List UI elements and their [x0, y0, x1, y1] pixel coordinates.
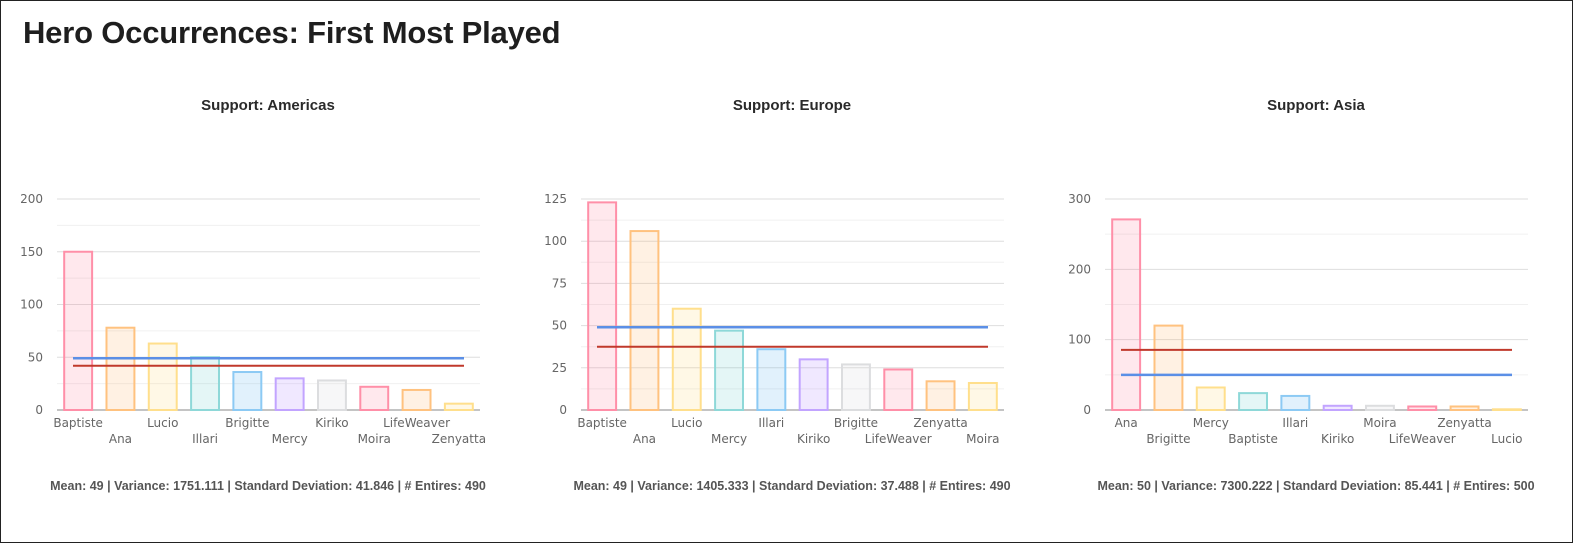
bar [629, 230, 660, 411]
chart-europe: 0 25 50 75 100 125 Baptiste Ana Lucio Mercy Illari… [544, 192, 1004, 446]
x-tick-label: Baptiste [577, 416, 627, 430]
x-tick-label: Brigitte [834, 416, 878, 430]
bar [105, 326, 136, 412]
bar [1407, 405, 1438, 412]
y-tick-label: 0 [1083, 403, 1091, 417]
y-tick-label: 200 [20, 192, 43, 206]
bar [1491, 408, 1522, 411]
bar [756, 348, 787, 411]
bar [925, 380, 956, 411]
y-tick-label: 75 [552, 276, 567, 290]
x-tick-label: Lucio [671, 416, 702, 430]
y-tick-label: 100 [20, 298, 43, 312]
x-tick-label: Zenyatta [1437, 416, 1491, 430]
bar [587, 201, 618, 411]
y-tick-label: 0 [559, 403, 567, 417]
x-tick-label: Ana [633, 432, 656, 446]
x-tick-label: Lucio [1491, 432, 1522, 446]
x-tick-label: Kiriko [797, 432, 830, 446]
bar [359, 385, 390, 412]
bar [714, 329, 745, 411]
bar [316, 379, 347, 411]
y-tick-label: 125 [544, 192, 567, 206]
chart-panel-europe: Support: Europe 0 25 50 75 100 125 Baptiste Ana… [537, 91, 1047, 511]
bar [63, 250, 94, 411]
bar [1195, 386, 1226, 412]
x-tick-label: Illari [192, 432, 218, 446]
bar [1449, 405, 1480, 412]
x-tick-label: Zenyatta [913, 416, 967, 430]
x-tick-label: Mercy [272, 432, 308, 446]
bar [967, 381, 998, 412]
x-tick-label: Kiriko [1321, 432, 1354, 446]
x-tick-label: Brigitte [1146, 432, 1190, 446]
x-tick-label: Zenyatta [432, 432, 486, 446]
y-tick-label: 50 [552, 319, 567, 333]
x-tick-label: Illari [1282, 416, 1308, 430]
chart-americas: 0 50 100 150 200 Baptiste Ana Lucio Illari Brigit… [20, 192, 486, 446]
x-tick-label: Moira [358, 432, 391, 446]
bar [1111, 218, 1142, 411]
chart-stats: Mean: 50 | Variance: 7300.222 | Standard… [1097, 479, 1535, 493]
x-tick-label: Mercy [711, 432, 747, 446]
y-tick-label: 25 [552, 361, 567, 375]
chart-stats: Mean: 49 | Variance: 1405.333 | Standard… [573, 479, 1011, 493]
y-tick-label: 100 [1068, 333, 1091, 347]
bar [1238, 392, 1269, 411]
y-tick-label: 200 [1068, 262, 1091, 276]
chart-title: Support: Asia [1267, 97, 1365, 114]
x-tick-label: Ana [109, 432, 132, 446]
x-tick-label: Lucio [147, 416, 178, 430]
x-tick-label: Mercy [1193, 416, 1229, 430]
bar [1322, 404, 1353, 411]
x-tick-label: LifeWeaver [383, 416, 450, 430]
bar [1153, 324, 1184, 412]
x-tick-label: Moira [966, 432, 999, 446]
chart-panel-asia: Support: Asia 0 100 200 300 Ana Brigitte Mercy… [1061, 91, 1571, 511]
x-tick-label: LifeWeaver [865, 432, 932, 446]
chart-panel-americas: Support: Americas 0 50 100 150 200 Baptiste An… [13, 91, 523, 511]
y-tick-label: 100 [544, 234, 567, 248]
bar [232, 371, 263, 411]
chart-stats: Mean: 49 | Variance: 1751.111 | Standard… [50, 479, 486, 493]
x-tick-label: Baptiste [1228, 432, 1278, 446]
bar [798, 358, 829, 411]
x-tick-label: Illari [758, 416, 784, 430]
x-tick-label: Brigitte [225, 416, 269, 430]
bar [443, 402, 474, 412]
y-tick-label: 0 [35, 403, 43, 417]
y-tick-label: 50 [28, 350, 43, 364]
bar [1364, 404, 1395, 411]
bar [1280, 394, 1311, 411]
x-tick-label: Baptiste [53, 416, 103, 430]
y-tick-label: 150 [20, 245, 43, 259]
chart-title: Support: Americas [201, 97, 335, 114]
bar [840, 363, 871, 412]
x-tick-label: Moira [1363, 416, 1396, 430]
chart-title: Support: Europe [732, 97, 852, 114]
x-tick-label: LifeWeaver [1389, 432, 1456, 446]
bar [671, 307, 702, 411]
bar [274, 377, 305, 412]
x-tick-label: Kiriko [315, 416, 348, 430]
y-tick-label: 300 [1068, 192, 1091, 206]
bar [147, 342, 178, 411]
bar [883, 368, 914, 412]
x-tick-label: Ana [1115, 416, 1138, 430]
page-title: Hero Occurrences: First Most Played [23, 15, 561, 50]
bar [401, 388, 432, 411]
